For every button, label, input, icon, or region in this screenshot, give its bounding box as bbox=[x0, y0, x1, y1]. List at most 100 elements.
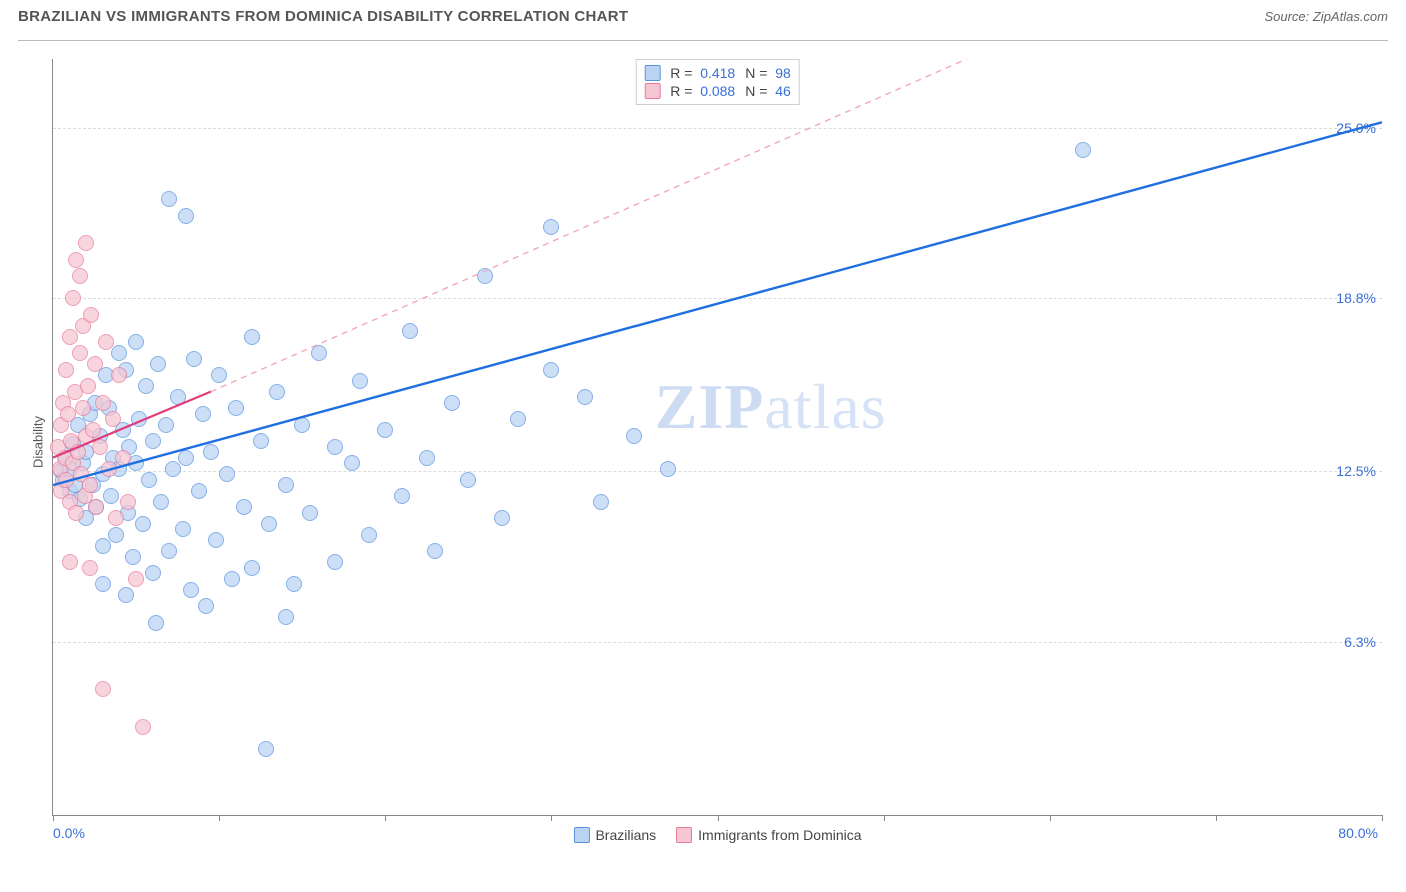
scatter-point-series-1 bbox=[72, 345, 88, 361]
legend-swatch-icon bbox=[676, 827, 692, 843]
scatter-point-series-1 bbox=[82, 477, 98, 493]
scatter-point-series-0 bbox=[427, 543, 443, 559]
scatter-point-series-0 bbox=[208, 532, 224, 548]
scatter-point-series-0 bbox=[344, 455, 360, 471]
scatter-point-series-0 bbox=[1075, 142, 1091, 158]
scatter-point-series-1 bbox=[75, 400, 91, 416]
scatter-point-series-0 bbox=[95, 576, 111, 592]
scatter-point-series-0 bbox=[236, 499, 252, 515]
scatter-point-series-0 bbox=[170, 389, 186, 405]
scatter-point-series-0 bbox=[153, 494, 169, 510]
gridline-h bbox=[53, 642, 1382, 643]
scatter-point-series-0 bbox=[103, 488, 119, 504]
scatter-point-series-0 bbox=[145, 433, 161, 449]
scatter-point-series-0 bbox=[135, 516, 151, 532]
scatter-point-series-0 bbox=[261, 516, 277, 532]
legend-stats: R = 0.418 N = 98 R = 0.088 N = 46 bbox=[635, 59, 800, 105]
scatter-point-series-0 bbox=[302, 505, 318, 521]
scatter-point-series-0 bbox=[178, 450, 194, 466]
scatter-point-series-0 bbox=[191, 483, 207, 499]
scatter-point-series-1 bbox=[60, 406, 76, 422]
scatter-point-series-0 bbox=[175, 521, 191, 537]
scatter-point-series-0 bbox=[158, 417, 174, 433]
scatter-point-series-0 bbox=[258, 741, 274, 757]
scatter-point-series-0 bbox=[593, 494, 609, 510]
scatter-point-series-1 bbox=[95, 681, 111, 697]
x-tick bbox=[1216, 815, 1217, 821]
gridline-h bbox=[53, 471, 1382, 472]
scatter-point-series-0 bbox=[419, 450, 435, 466]
scatter-point-series-1 bbox=[87, 356, 103, 372]
scatter-point-series-0 bbox=[95, 538, 111, 554]
x-axis-origin-label: 0.0% bbox=[53, 825, 85, 841]
scatter-point-series-1 bbox=[82, 560, 98, 576]
scatter-point-series-0 bbox=[150, 356, 166, 372]
scatter-point-series-0 bbox=[626, 428, 642, 444]
chart-title: BRAZILIAN VS IMMIGRANTS FROM DOMINICA DI… bbox=[18, 8, 628, 25]
scatter-point-series-0 bbox=[228, 400, 244, 416]
legend-stats-row: R = 0.088 N = 46 bbox=[644, 82, 791, 100]
scatter-point-series-1 bbox=[62, 554, 78, 570]
y-tick-label: 18.8% bbox=[1336, 290, 1376, 306]
trend-line bbox=[53, 122, 1382, 485]
source-credit: Source: ZipAtlas.com bbox=[1264, 9, 1388, 24]
gridline-h bbox=[53, 298, 1382, 299]
scatter-point-series-0 bbox=[138, 378, 154, 394]
trend-line bbox=[211, 59, 967, 392]
scatter-point-series-0 bbox=[543, 362, 559, 378]
scatter-point-series-1 bbox=[78, 235, 94, 251]
legend-label: Immigrants from Dominica bbox=[698, 827, 861, 843]
legend-item: Brazilians bbox=[573, 827, 656, 843]
scatter-point-series-0 bbox=[286, 576, 302, 592]
scatter-point-series-0 bbox=[377, 422, 393, 438]
scatter-point-series-0 bbox=[148, 615, 164, 631]
scatter-point-series-0 bbox=[128, 334, 144, 350]
scatter-point-series-0 bbox=[294, 417, 310, 433]
scatter-point-series-0 bbox=[211, 367, 227, 383]
y-tick-label: 25.0% bbox=[1336, 120, 1376, 136]
scatter-point-series-0 bbox=[352, 373, 368, 389]
gridline-h bbox=[53, 128, 1382, 129]
scatter-point-series-0 bbox=[219, 466, 235, 482]
x-tick bbox=[219, 815, 220, 821]
chart-area: Disability ZIPatlas R = 0.418 N = 98 R =… bbox=[18, 40, 1388, 842]
scatter-point-series-1 bbox=[85, 422, 101, 438]
y-tick-label: 12.5% bbox=[1336, 463, 1376, 479]
scatter-point-series-0 bbox=[402, 323, 418, 339]
x-tick bbox=[884, 815, 885, 821]
scatter-point-series-1 bbox=[68, 252, 84, 268]
scatter-point-series-1 bbox=[128, 571, 144, 587]
legend-series: Brazilians Immigrants from Dominica bbox=[573, 827, 861, 843]
scatter-point-series-1 bbox=[65, 290, 81, 306]
scatter-point-series-0 bbox=[165, 461, 181, 477]
scatter-point-series-0 bbox=[278, 609, 294, 625]
legend-swatch-series-1 bbox=[644, 83, 660, 99]
scatter-point-series-0 bbox=[198, 598, 214, 614]
legend-swatch-icon bbox=[573, 827, 589, 843]
scatter-point-series-0 bbox=[460, 472, 476, 488]
scatter-point-series-0 bbox=[141, 472, 157, 488]
chart-header: BRAZILIAN VS IMMIGRANTS FROM DOMINICA DI… bbox=[0, 0, 1406, 29]
scatter-point-series-0 bbox=[183, 582, 199, 598]
x-axis-max-label: 80.0% bbox=[1338, 825, 1378, 841]
scatter-point-series-0 bbox=[477, 268, 493, 284]
scatter-point-series-0 bbox=[224, 571, 240, 587]
legend-item: Immigrants from Dominica bbox=[676, 827, 861, 843]
scatter-point-series-1 bbox=[108, 510, 124, 526]
scatter-point-series-0 bbox=[278, 477, 294, 493]
legend-stats-row: R = 0.418 N = 98 bbox=[644, 64, 791, 82]
plot-region: ZIPatlas R = 0.418 N = 98 R = 0.088 N = … bbox=[52, 59, 1382, 816]
x-tick bbox=[53, 815, 54, 821]
y-tick-label: 6.3% bbox=[1344, 634, 1376, 650]
scatter-point-series-0 bbox=[361, 527, 377, 543]
scatter-point-series-0 bbox=[131, 411, 147, 427]
scatter-point-series-1 bbox=[72, 268, 88, 284]
scatter-point-series-0 bbox=[244, 329, 260, 345]
scatter-point-series-1 bbox=[105, 411, 121, 427]
scatter-point-series-0 bbox=[111, 345, 127, 361]
scatter-point-series-0 bbox=[178, 208, 194, 224]
scatter-point-series-1 bbox=[101, 461, 117, 477]
scatter-point-series-0 bbox=[108, 527, 124, 543]
scatter-point-series-0 bbox=[269, 384, 285, 400]
scatter-point-series-0 bbox=[145, 565, 161, 581]
